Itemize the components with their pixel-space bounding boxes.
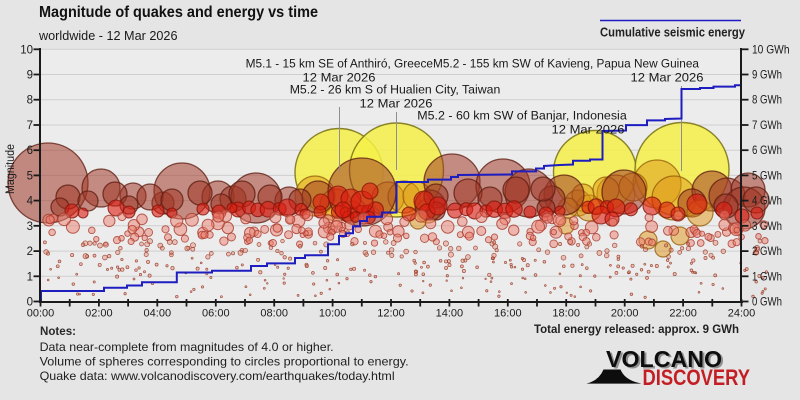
svg-text:9 GWh: 9 GWh [752,68,782,82]
svg-text:00:00: 00:00 [27,308,55,320]
svg-text:12 Mar 2026: 12 Mar 2026 [303,70,376,84]
svg-text:10:00: 10:00 [319,308,347,320]
svg-text:VOLCANO: VOLCANO [606,346,722,372]
svg-text:Cumulative seismic energy: Cumulative seismic energy [600,26,745,40]
svg-text:5: 5 [27,170,33,182]
svg-text:Volume of spheres correspondin: Volume of spheres corresponding to circl… [40,355,409,369]
svg-text:M5.1 - 15 km SE of Anthiró, Gr: M5.1 - 15 km SE of Anthiró, Greece [246,56,434,70]
svg-text:12 Mar 2026: 12 Mar 2026 [360,96,433,110]
svg-text:Magnitude of quakes and energy: Magnitude of quakes and energy vs time [39,4,318,21]
svg-text:6: 6 [27,145,33,157]
svg-text:4 GWh: 4 GWh [752,194,782,208]
svg-text:9: 9 [27,70,33,82]
svg-text:24:00: 24:00 [728,308,756,320]
svg-text:M5.2 - 60 km SW of Banjar, Ind: M5.2 - 60 km SW of Banjar, Indonesia [417,108,627,122]
svg-text:10: 10 [20,44,33,56]
svg-text:14:00: 14:00 [436,308,464,320]
svg-text:6 GWh: 6 GWh [752,143,782,157]
svg-text:M5.2 - 155 km SW of Kavieng, P: M5.2 - 155 km SW of Kavieng, Papua New G… [433,56,699,70]
svg-text:20:00: 20:00 [611,308,639,320]
svg-text:8: 8 [27,95,33,107]
svg-text:18:00: 18:00 [552,308,580,320]
svg-text:06:00: 06:00 [202,308,230,320]
svg-text:Notes:: Notes: [40,324,76,338]
svg-text:Total energy released: approx.: Total energy released: approx. 9 GWh [534,322,739,336]
svg-text:4: 4 [27,196,34,208]
svg-text:0 GWh: 0 GWh [752,295,782,309]
svg-text:12:00: 12:00 [377,308,405,320]
svg-text:1 GWh: 1 GWh [752,269,782,283]
svg-text:1: 1 [27,271,33,283]
svg-text:2 GWh: 2 GWh [752,244,782,258]
svg-text:04:00: 04:00 [144,308,172,320]
svg-text:Quake data: www.volcanodiscove: Quake data: www.volcanodiscovery.com/ear… [40,369,395,383]
svg-text:16:00: 16:00 [494,308,522,320]
svg-text:12 Mar 2026: 12 Mar 2026 [631,70,704,84]
svg-text:0: 0 [27,297,33,309]
svg-text:Data near-complete from magnit: Data near-complete from magnitudes of 4.… [40,340,334,354]
svg-text:7 GWh: 7 GWh [752,118,782,132]
svg-text:5 GWh: 5 GWh [752,168,782,182]
svg-text:22:00: 22:00 [669,308,697,320]
svg-text:10 GWh: 10 GWh [752,42,790,56]
svg-text:M5.2 - 26 km S of Hualien City: M5.2 - 26 km S of Hualien City, Taiwan [290,82,501,96]
svg-text:worldwide - 12 Mar 2026: worldwide - 12 Mar 2026 [38,28,177,43]
svg-text:12 Mar 2026: 12 Mar 2026 [552,122,625,136]
svg-text:7: 7 [27,120,33,132]
svg-text:Magnitude: Magnitude [5,144,17,194]
svg-text:02:00: 02:00 [85,308,113,320]
svg-text:2: 2 [27,246,33,258]
svg-text:3 GWh: 3 GWh [752,219,782,233]
svg-text:3: 3 [27,221,33,233]
svg-text:08:00: 08:00 [260,308,288,320]
svg-text:DISCOVERY: DISCOVERY [643,365,751,390]
svg-text:VOLCANO: VOLCANO [608,348,724,374]
svg-text:8 GWh: 8 GWh [752,93,782,107]
